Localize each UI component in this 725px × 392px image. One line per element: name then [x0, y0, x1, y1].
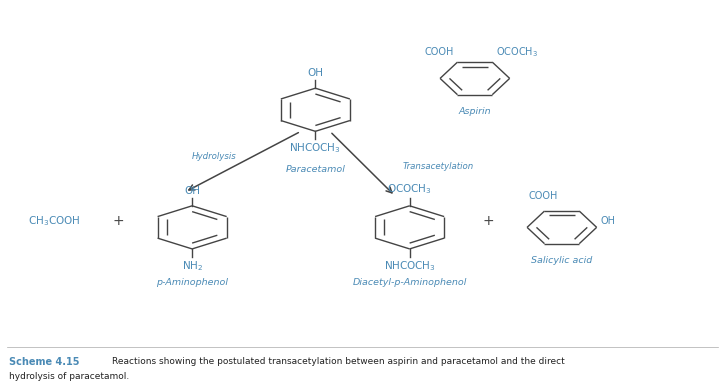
Text: OH: OH	[184, 186, 200, 196]
Text: Aspirin: Aspirin	[458, 107, 492, 116]
Text: OCOCH$_3$: OCOCH$_3$	[496, 45, 538, 59]
Text: Paracetamol: Paracetamol	[286, 165, 345, 174]
Text: OCOCH$_3$: OCOCH$_3$	[387, 182, 432, 196]
Text: p-Aminophenol: p-Aminophenol	[156, 278, 228, 287]
Text: +: +	[483, 214, 494, 229]
Text: Salicylic acid: Salicylic acid	[531, 256, 592, 265]
Text: COOH: COOH	[424, 47, 454, 57]
Text: CH$_3$COOH: CH$_3$COOH	[28, 214, 80, 229]
Text: OH: OH	[307, 68, 323, 78]
Text: Scheme 4.15: Scheme 4.15	[9, 357, 79, 367]
Text: Diacetyl-p-Aminophenol: Diacetyl-p-Aminophenol	[352, 278, 467, 287]
Text: NH$_2$: NH$_2$	[181, 259, 203, 272]
Text: NHCOCH$_3$: NHCOCH$_3$	[289, 141, 341, 155]
Text: Transacetylation: Transacetylation	[402, 162, 473, 171]
Text: hydrolysis of paracetamol.: hydrolysis of paracetamol.	[9, 372, 129, 381]
Text: NHCOCH$_3$: NHCOCH$_3$	[384, 259, 436, 272]
Text: Hydrolysis: Hydrolysis	[191, 152, 236, 161]
Text: OH: OH	[600, 216, 616, 227]
Text: +: +	[112, 214, 124, 229]
Text: Reactions showing the postulated transacetylation between aspirin and paracetamo: Reactions showing the postulated transac…	[112, 357, 565, 366]
Text: COOH: COOH	[529, 191, 558, 201]
